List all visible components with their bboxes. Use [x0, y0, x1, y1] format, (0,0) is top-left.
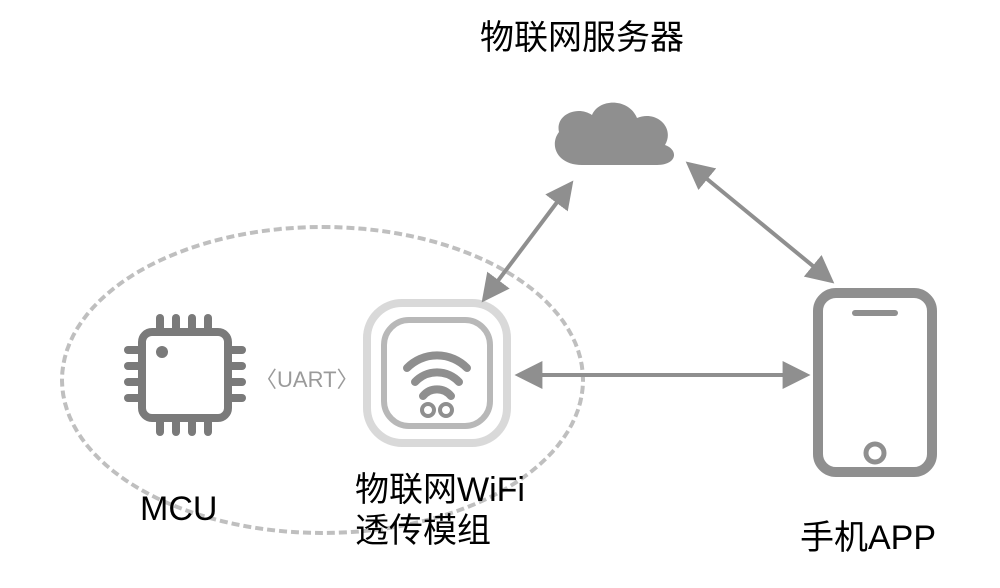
cloud-server-icon	[537, 90, 687, 185]
arrow-cloud-phone	[690, 165, 830, 280]
wifi-label: 物联网WiFi 透传模组	[355, 470, 525, 552]
phone-label: 手机APP	[800, 510, 936, 559]
uart-right-chevron: 〉	[337, 367, 359, 392]
uart-label: 〈UART〉	[255, 362, 359, 394]
mcu-chip-icon	[120, 310, 250, 440]
uart-text: UART	[277, 367, 337, 392]
cloud-label: 物联网服务器	[480, 10, 684, 59]
mcu-label: MCU	[140, 490, 217, 529]
wifi-module-icon	[362, 298, 512, 448]
phone-app-icon	[810, 285, 940, 480]
wifi-label-text: 物联网WiFi 透传模组	[355, 471, 525, 550]
uart-left-chevron: 〈	[255, 367, 277, 392]
